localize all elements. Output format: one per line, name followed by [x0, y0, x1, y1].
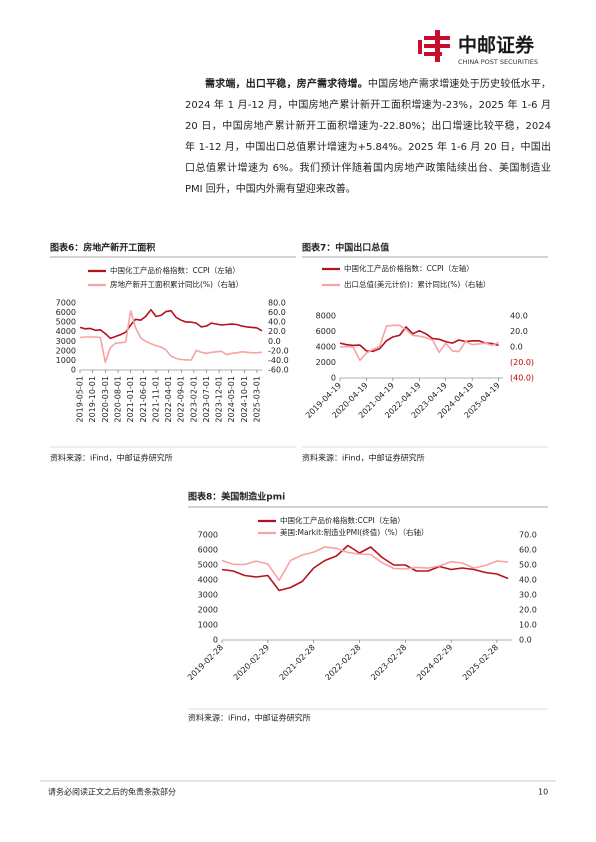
legend-label: 中国化工产品价格指数：CCPI（左轴）: [110, 265, 240, 275]
series-line: [339, 326, 499, 353]
y2-tick-label: 20.0: [510, 327, 528, 336]
series-line: [221, 546, 509, 582]
legend-label: 房地产新开工面积累计同比(%)（右轴）: [110, 279, 243, 289]
x-tick-label: 2021-01-01: [126, 376, 135, 423]
y2-tick-label: 50.0: [519, 561, 537, 570]
legend-label: 中国化工产品价格指数：CCPI（左轴）: [344, 263, 474, 273]
y-tick-label: 4000: [56, 327, 76, 336]
legend-label: 中国化工产品价格指数:CCPI（左轴）: [280, 515, 405, 525]
y2-tick-label: 40.0: [268, 318, 286, 327]
x-tick-label: 2021-11-01: [151, 376, 160, 423]
series-line: [79, 309, 263, 364]
y-tick-label: 6000: [56, 308, 76, 317]
x-tick-label: 2019-10-01: [88, 376, 97, 423]
y-tick-label: 7000: [56, 299, 76, 308]
y2-tick-label: 30.0: [519, 591, 537, 600]
x-tick-label: 2022-09-01: [177, 376, 186, 423]
x-tick-label: 2024-10-01: [240, 376, 249, 423]
y2-tick-label: 60.0: [268, 308, 286, 317]
y-tick-label: 2000: [316, 358, 336, 367]
y-tick-label: 4000: [198, 576, 218, 585]
y-tick-label: 3000: [56, 337, 76, 346]
y2-tick-label: -20.0: [268, 346, 289, 355]
y-tick-label: 6000: [316, 327, 336, 336]
legend-label: 出口总值(美元计价)：累计同比(%)（右轴）: [344, 279, 490, 289]
x-tick-label: 2021-06-01: [139, 376, 148, 423]
footer-disclaimer: 请务必阅读正文之后的免责条款部分: [48, 787, 176, 797]
x-tick-label: 2019-05-01: [76, 376, 85, 423]
x-tick-label: 2023-02-28: [369, 643, 408, 682]
legend-label: 美国:Markit:制造业PMI(终值)（%）（右轴）: [280, 527, 429, 537]
y-tick-label: 0: [213, 636, 218, 645]
y2-tick-label: 20.0: [268, 327, 286, 336]
y2-tick-label: 0.0: [519, 636, 532, 645]
x-tick-label: 2022-02-28: [323, 643, 362, 682]
y2-tick-label: 40.0: [519, 576, 537, 585]
y-tick-label: 3000: [198, 591, 218, 600]
y2-tick-label: 40.0: [510, 312, 528, 321]
y2-tick-label: 80.0: [268, 299, 286, 308]
series-line: [339, 324, 499, 362]
y2-tick-label: (20.0): [510, 358, 534, 367]
y-tick-label: 5000: [198, 561, 218, 570]
logo-icon: [418, 30, 450, 62]
y2-tick-label: 60.0: [519, 546, 537, 555]
x-tick-label: 2025-02-28: [461, 643, 500, 682]
y2-tick-label: 0.0: [268, 337, 281, 346]
x-tick-label: 2023-12-01: [215, 376, 224, 423]
x-tick-label: 2023-02-01: [189, 376, 198, 423]
x-tick-label: 2020-02-29: [232, 643, 271, 682]
y2-tick-label: 0.0: [510, 343, 523, 352]
y-tick-label: 5000: [56, 318, 76, 327]
y2-tick-label: 10.0: [519, 621, 537, 630]
figure-title: 图表7：中国出口总值: [302, 242, 389, 254]
x-tick-label: 2020-08-01: [114, 376, 123, 423]
x-tick-label: 2025-03-01: [252, 376, 261, 423]
y-tick-label: 0: [71, 366, 76, 375]
y-tick-label: 8000: [316, 312, 336, 321]
figure-source: 资料来源：iFind，中邮证券研究所: [302, 453, 425, 463]
paragraph: 需求端，出口平稳，房产需求待增。中国房地产需求增速处于历史较低水平，2024 年…: [185, 74, 551, 200]
x-tick-label: 2022-04-01: [164, 376, 173, 423]
y-tick-label: 1000: [198, 621, 218, 630]
x-tick-label: 2019-02-28: [186, 643, 225, 682]
y-tick-label: 2000: [198, 606, 218, 615]
series-line: [221, 544, 509, 592]
y-tick-label: 7000: [198, 531, 218, 540]
figure-source: 资料来源：iFind，中邮证券研究所: [188, 713, 311, 723]
y2-tick-label: 70.0: [519, 531, 537, 540]
series-line: [79, 308, 263, 340]
figure-source: 资料来源：iFind，中邮证券研究所: [50, 453, 173, 463]
x-tick-label: 2024-02-29: [415, 643, 454, 682]
y-tick-label: 0: [331, 374, 336, 383]
x-tick-label: 2023-07-01: [202, 376, 211, 423]
y2-tick-label: (40.0): [510, 374, 534, 383]
page-number: 10: [538, 788, 548, 797]
figure-title: 图表8：美国制造业pmi: [188, 491, 285, 503]
y-tick-label: 1000: [56, 356, 76, 365]
logo-text: 中邮证券: [458, 34, 535, 57]
y2-tick-label: -40.0: [268, 356, 289, 365]
y2-tick-label: -60.0: [268, 366, 289, 375]
paragraph-lead: 需求端，出口平稳，房产需求待增。: [205, 79, 368, 90]
figure-title: 图表6：房地产新开工面积: [50, 242, 155, 254]
y-tick-label: 6000: [198, 546, 218, 555]
x-tick-label: 2021-02-28: [278, 643, 317, 682]
x-tick-label: 2020-03-01: [101, 376, 110, 423]
x-tick-label: 2024-05-01: [227, 376, 236, 423]
y-tick-label: 2000: [56, 346, 76, 355]
y2-tick-label: 20.0: [519, 606, 537, 615]
paragraph-body: 中国房地产需求增速处于历史较低水平，2024 年 1 月-12 月，中国房地产累…: [185, 79, 552, 195]
y-tick-label: 4000: [316, 343, 336, 352]
logo-subtext: CHINA POST SECURITIES: [458, 58, 538, 66]
